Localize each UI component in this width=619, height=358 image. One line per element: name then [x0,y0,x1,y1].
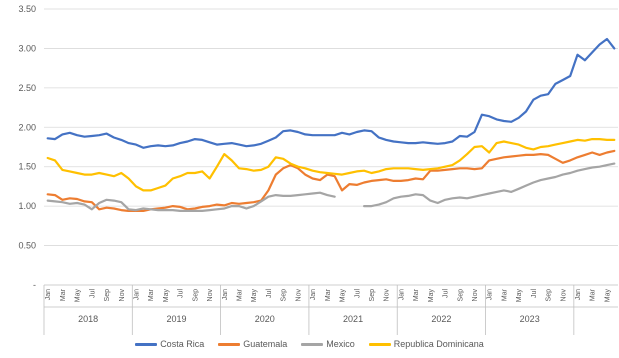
x-tick-label: Mar [501,288,508,301]
x-tick-label: Jul [178,289,185,298]
gridlines [44,8,618,246]
legend: Costa Rica Guatemala Mexico Republica Do… [0,336,619,352]
x-tick-label: May [516,289,523,303]
x-tick-label: Jul [266,289,273,298]
x-tick-label: Jul [354,289,361,298]
legend-label-republica-dominicana: Republica Dominicana [393,339,484,349]
series-line-guatemala [46,149,616,212]
x-tick-label: Nov [560,289,567,302]
x-tick-label: Mar [148,288,155,301]
x-tick-label: Mar [237,288,244,301]
x-axis: Jan Mar May Jul Sep Nov Jan Mar May Jul Sep Nov Jan M… [43,284,618,335]
series-line-costa-rica [46,37,616,149]
x-tick-label: Sep [457,289,464,302]
y-axis-ticks: 3.50 3.00 2.50 2.00 1.50 1.00 0.50 - [18,4,36,290]
x-tick-label: Sep [104,289,111,302]
y-tick-label: 0.50 [18,241,36,251]
year-label: 2020 [255,314,275,324]
y-tick-label: 2.50 [18,83,36,93]
x-tick-label: Nov [295,289,302,302]
x-tick-label: Mar [590,288,597,301]
series-lines [46,37,616,212]
legend-swatch-costa-rica [135,342,158,346]
x-tick-label: May [428,289,435,303]
x-tick-label: Nov [472,289,479,302]
x-tick-label: May [163,289,170,303]
x-tick-label: Jan [575,289,582,300]
year-label: 2018 [78,314,98,324]
x-tick-label: Jan [133,289,140,300]
series-line-mexico [46,162,616,212]
legend-label-guatemala: Guatemala [243,339,288,349]
series-line-republica-dominicana [46,138,616,192]
legend-item-costa-rica: Costa Rica [135,339,204,349]
x-tick-label: Nov [384,289,391,302]
legend-item-guatemala: Guatemala [218,339,287,349]
x-tick-label: Jul [89,289,96,298]
legend-label-costa-rica: Costa Rica [160,339,205,349]
x-tick-label: Jul [443,289,450,298]
y-tick-label: 3.50 [18,4,36,14]
legend-swatch-mexico [301,342,324,346]
year-label: 2019 [166,314,186,324]
x-tick-label: Mar [60,288,67,301]
legend-item-republica-dominicana: Republica Dominicana [368,339,484,349]
x-tick-label: Nov [119,289,126,302]
x-tick-label: Jan [487,289,494,300]
x-tick-label: Mar [413,288,420,301]
x-tick-label: Nov [207,289,214,302]
x-tick-label: Sep [369,289,376,302]
legend-swatch-guatemala [218,342,241,346]
x-tick-label: Sep [546,289,553,302]
x-tick-label: Jan [222,289,229,300]
x-tick-label: Jan [310,289,317,300]
year-label: 2021 [343,314,363,324]
x-tick-label: May [604,289,611,303]
y-tick-label: 1.00 [18,201,36,211]
x-tick-label: Sep [192,289,199,302]
year-label: 2022 [431,314,451,324]
legend-swatch-republica-dominicana [368,342,391,346]
x-tick-label: May [340,289,347,303]
y-tick-label: 2.00 [18,122,36,132]
x-tick-label: Jan [45,289,52,300]
y-tick-label: 3.00 [18,43,36,53]
x-tick-label: Jul [531,289,538,298]
x-tick-label: Jan [398,289,405,300]
x-tick-label: May [75,289,82,303]
legend-label-mexico: Mexico [326,339,355,349]
y-tick-label: - [33,280,36,290]
x-tick-label: Sep [281,289,288,302]
x-tick-label: May [251,289,258,303]
y-tick-label: 1.50 [18,162,36,172]
year-label: 2023 [520,314,540,324]
x-tick-label: Mar [325,288,332,301]
legend-item-mexico: Mexico [301,339,355,349]
